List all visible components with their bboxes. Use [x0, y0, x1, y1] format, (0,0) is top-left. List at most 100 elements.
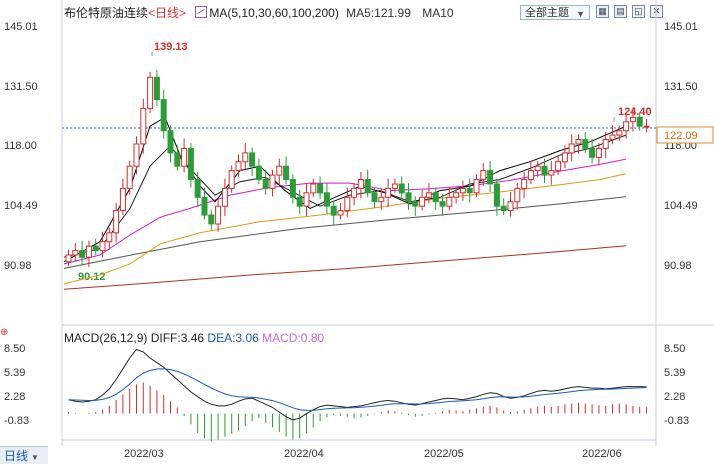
ma5-value: MA5:121.99: [346, 6, 411, 20]
x-tick-label: 2022/03: [124, 448, 164, 460]
candle-body: [432, 192, 439, 203]
candle-body: [487, 170, 494, 185]
candle-body: [85, 245, 92, 258]
high-annotation: 139.13: [154, 41, 188, 53]
candle-body: [364, 179, 371, 194]
candle-body: [201, 196, 208, 216]
candle-body: [310, 183, 317, 194]
macd-header: MACD(26,12,9) DIFF:3.46 DEA:3.06 MACD:0.…: [64, 331, 324, 345]
candle-body: [507, 201, 514, 212]
candle-body: [79, 250, 86, 258]
candle-body: [167, 130, 174, 154]
candle-body: [521, 179, 528, 189]
candle-body: [568, 143, 575, 154]
macd-tick-left: -0.83: [4, 415, 29, 427]
period-label[interactable]: <日线>: [148, 6, 187, 20]
crosshair-icon[interactable]: ⊕: [0, 327, 9, 338]
candle-body: [181, 147, 188, 167]
ma-label[interactable]: MA(5,10,30,60,100,200): [209, 6, 339, 20]
candle-body: [187, 147, 194, 180]
x-tick-label: 2022/04: [284, 448, 324, 460]
candle-body: [72, 250, 79, 256]
candle-body: [113, 210, 120, 234]
ma200-line: [63, 245, 627, 290]
candle-body: [398, 183, 405, 194]
candle-body: [65, 254, 72, 263]
chevron-down-icon: ▼: [576, 9, 585, 19]
candle-body: [92, 245, 99, 252]
candle-body: [249, 152, 256, 167]
candle-body: [323, 192, 330, 207]
grid-icon[interactable]: ▦: [596, 5, 609, 18]
candle-body: [466, 187, 473, 194]
ma-icon[interactable]: [195, 6, 208, 18]
period-selector-label: 日线: [4, 449, 29, 463]
candle-body: [147, 76, 154, 109]
candle-body: [405, 192, 412, 203]
candle-body: [378, 196, 385, 203]
macd-dea: DEA:3.06: [207, 331, 259, 345]
price-tick-right: 90.98: [664, 260, 692, 272]
ma100-line: [63, 196, 627, 269]
recent-high-annotation: 124.40: [618, 106, 652, 118]
macd-diff: DIFF:3.46: [150, 331, 205, 345]
candle-body: [283, 165, 290, 180]
candle-body: [391, 183, 398, 189]
candle-body: [527, 170, 534, 181]
ma5-line: [63, 116, 627, 263]
candle-body: [561, 152, 568, 163]
macd-value: MACD:0.80: [262, 331, 325, 345]
x-tick-label: 2022/05: [424, 448, 464, 460]
candle-body: [119, 187, 126, 212]
theme-select[interactable]: 全部主题 ▼: [520, 5, 590, 20]
candle-body: [602, 139, 609, 149]
candle-body: [446, 196, 453, 207]
ma60-line: [63, 173, 627, 285]
macd-tick-left: 2.28: [4, 391, 25, 403]
candle-body: [303, 192, 310, 207]
macd-label: MACD(26,12,9): [64, 331, 148, 345]
macd-tick-right: 8.50: [664, 343, 685, 355]
candle-body: [616, 130, 623, 136]
candle-body: [548, 170, 555, 176]
candle-body: [534, 165, 541, 172]
candle-body: [419, 196, 426, 207]
candle-body: [269, 174, 276, 189]
candle-body: [357, 179, 364, 189]
candle-body: [473, 179, 480, 194]
candle-body: [330, 205, 337, 216]
candle-body: [235, 161, 242, 172]
candle-body: [589, 147, 596, 158]
chart-icon[interactable]: ▤: [614, 5, 627, 18]
candle-body: [215, 205, 222, 225]
candle-body: [242, 152, 249, 163]
candle-body: [412, 201, 419, 207]
candle-body: [480, 170, 487, 181]
candle-body: [425, 192, 432, 198]
candle-body: [541, 165, 548, 176]
x-tick-label: 2022/06: [582, 448, 622, 460]
price-tick-left: 104.49: [4, 200, 38, 212]
candle-body: [595, 147, 602, 158]
candle-body: [582, 139, 589, 149]
candle-body: [106, 232, 113, 243]
current-price-box: [656, 126, 714, 144]
chart-header: 布伦特原油连续<日线> MA(5,10,30,60,100,200) MA5:1…: [64, 5, 454, 21]
macd-tick-left: 5.39: [4, 367, 25, 379]
price-tick-left: 145.01: [4, 21, 38, 33]
candle-body: [371, 192, 378, 203]
candle-body: [636, 116, 643, 127]
price-tick-left: 118.00: [4, 140, 37, 152]
candle-body: [459, 187, 466, 194]
candle-body: [643, 125, 650, 128]
candle-body: [575, 139, 582, 145]
ma10-value: MA10: [422, 6, 454, 20]
restore-icon[interactable]: ◱: [632, 5, 645, 18]
period-selector[interactable]: 日线 ▼: [0, 446, 48, 464]
candle-body: [514, 187, 521, 203]
candle-body: [133, 143, 140, 167]
candle-body: [385, 187, 392, 198]
macd-dea-line: [68, 368, 647, 411]
